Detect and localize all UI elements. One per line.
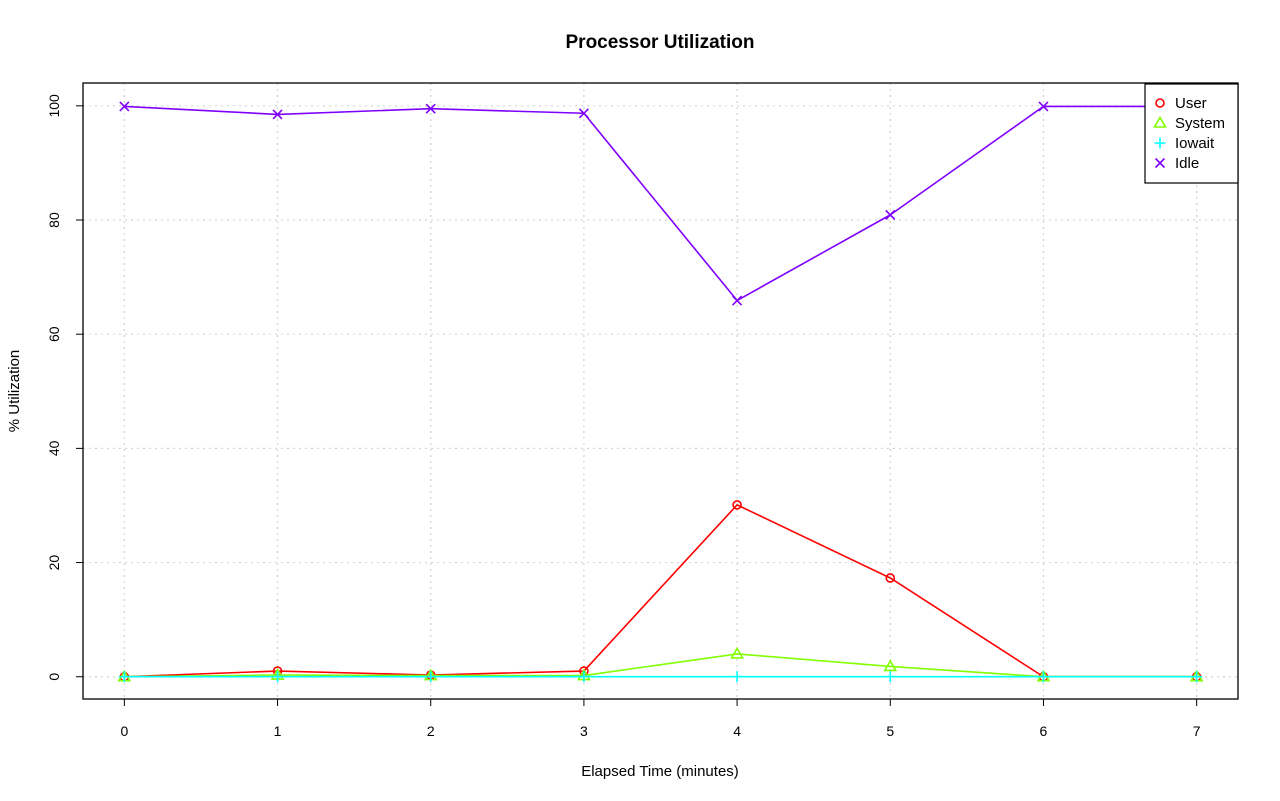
series-line-idle [124, 105, 1197, 302]
legend-marker-iowait [1154, 137, 1166, 149]
legend-marker-user [1155, 98, 1165, 108]
legend-label-user: User [1175, 95, 1207, 112]
legend: User System Iowait Idle [1144, 83, 1239, 184]
data-point-idle [1038, 101, 1049, 112]
data-point-iowait [731, 671, 743, 683]
y-tick-label: 100 [46, 94, 62, 118]
data-point-user [885, 573, 896, 583]
x-tick-label: 4 [733, 723, 741, 739]
y-tick-label: 40 [46, 440, 62, 456]
grid-lines [83, 83, 1238, 699]
data-point-iowait [1037, 671, 1049, 683]
series-layer [117, 101, 1204, 683]
series-system [117, 646, 1204, 682]
data-point-iowait [272, 671, 284, 683]
y-tick-label: 0 [46, 673, 62, 681]
x-tick-label: 6 [1040, 723, 1048, 739]
data-point-iowait [118, 671, 130, 683]
series-idle [119, 101, 1202, 306]
x-tick-label: 2 [427, 723, 435, 739]
data-point-idle [885, 209, 896, 220]
series-iowait [118, 671, 1203, 683]
series-line-system [124, 653, 1197, 678]
legend-label-iowait: Iowait [1175, 135, 1215, 152]
legend-label-system: System [1175, 115, 1225, 132]
data-point-user [732, 500, 742, 510]
data-point-idle [119, 101, 130, 112]
data-point-iowait [884, 671, 896, 683]
y-axis-label: % Utilization [6, 350, 23, 433]
legend-marker-idle [1154, 157, 1166, 169]
data-point-iowait [425, 671, 437, 683]
data-point-system [730, 646, 744, 659]
chart-title: Processor Utilization [566, 32, 755, 53]
x-axis: 0 1 2 3 4 5 6 7 [120, 699, 1201, 739]
legend-box [1144, 83, 1239, 184]
data-point-system [883, 659, 898, 672]
data-point-iowait [578, 671, 590, 683]
data-point-idle [425, 103, 436, 114]
y-axis: 0 20 40 60 80 100 [46, 94, 83, 681]
data-point-idle [578, 108, 589, 119]
legend-marker-system [1153, 115, 1167, 128]
data-point-idle [272, 109, 283, 120]
legend-label-idle: Idle [1175, 155, 1199, 172]
x-tick-label: 1 [274, 723, 282, 739]
x-tick-label: 7 [1193, 723, 1201, 739]
y-tick-label: 60 [46, 326, 62, 342]
y-tick-label: 80 [46, 212, 62, 228]
x-tick-label: 5 [886, 723, 894, 739]
x-tick-label: 3 [580, 723, 588, 739]
series-line-user [124, 503, 1197, 678]
y-tick-label: 20 [46, 555, 62, 571]
x-tick-label: 0 [120, 723, 128, 739]
x-axis-label: Elapsed Time (minutes) [581, 763, 739, 780]
plot-frame [82, 82, 1239, 700]
data-point-idle [732, 295, 743, 306]
series-user [119, 500, 1202, 682]
data-point-iowait [1191, 671, 1203, 683]
